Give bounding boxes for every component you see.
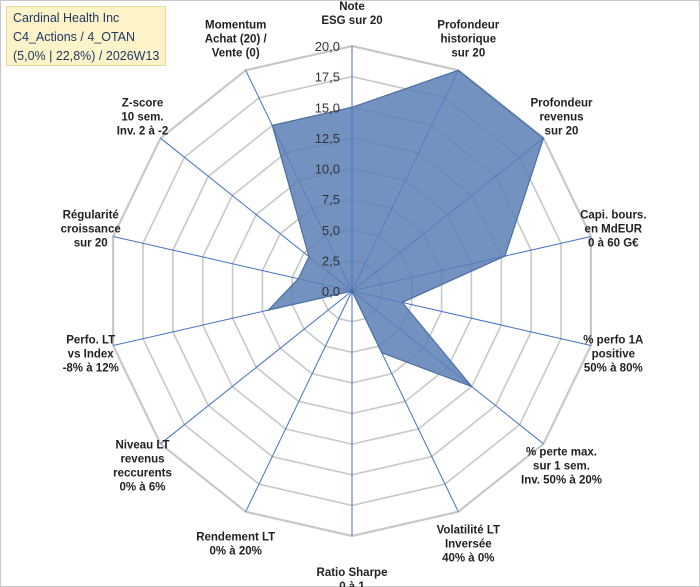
tick-label: 7,5 bbox=[322, 192, 340, 207]
tick-label: 10,0 bbox=[315, 162, 340, 177]
axis-label: % perte max. sur 1 sem. Inv. 50% à 20% bbox=[521, 447, 602, 487]
tick-label: 2,5 bbox=[322, 253, 340, 268]
title-portfolio: C4_Actions / 4_OTAN bbox=[13, 30, 136, 44]
axis-label: Volatilité LT Inversée 40% à 0% bbox=[437, 524, 500, 564]
axis-label: Capi. bours. en MdEUR 0 à 60 G€ bbox=[580, 210, 646, 250]
tick-label: 12,5 bbox=[315, 131, 340, 146]
axis-label: Rendement LT 0% à 20% bbox=[196, 531, 275, 557]
title-period: (5,0% | 22,8%) / 2026W13 bbox=[13, 49, 160, 63]
series-area bbox=[266, 69, 545, 388]
tick-label: 15,0 bbox=[315, 100, 340, 115]
tick-label: 20,0 bbox=[315, 39, 340, 54]
axis-labels: Note ESG sur 20 Profondeur historique sur 20… bbox=[61, 1, 647, 587]
axis-spoke bbox=[245, 290, 353, 512]
axis-label: Régularité croissance sur 20 bbox=[61, 210, 121, 250]
axis-label: Niveau LT revenus reccurents 0% à 6% bbox=[113, 440, 172, 494]
tick-label: 17,5 bbox=[315, 70, 340, 85]
title-company: Cardinal Health Inc bbox=[13, 11, 120, 25]
radial-tick-labels: 0,0 2,5 5,0 7,5 10,0 12,5 15,0 17,5 20,0 bbox=[315, 39, 340, 299]
axis-label: Profondeur revenus sur 20 bbox=[531, 97, 593, 137]
radar-series bbox=[266, 46, 545, 388]
tick-label: 0,0 bbox=[322, 284, 340, 299]
axis-label: Profondeur historique sur 20 bbox=[437, 20, 499, 60]
axis-label: % perfo 1A positive 50% à 80% bbox=[583, 334, 643, 374]
axis-label: Ratio Sharpe 0 à 1 bbox=[317, 567, 388, 587]
axis-spoke bbox=[160, 290, 353, 445]
chart-title-box: Cardinal Health Inc C4_Actions / 4_OTAN … bbox=[6, 6, 166, 66]
axis-label: Perfo. LT vs Index -8% à 12% bbox=[63, 334, 119, 374]
axis-label: Z-score 10 sem. Inv. 2 à -2 bbox=[117, 97, 169, 137]
axis-label: Momentum Achat (20) / Vente (0) bbox=[205, 20, 268, 60]
tick-label: 5,0 bbox=[322, 223, 340, 238]
axis-label: Note ESG sur 20 bbox=[321, 1, 382, 27]
